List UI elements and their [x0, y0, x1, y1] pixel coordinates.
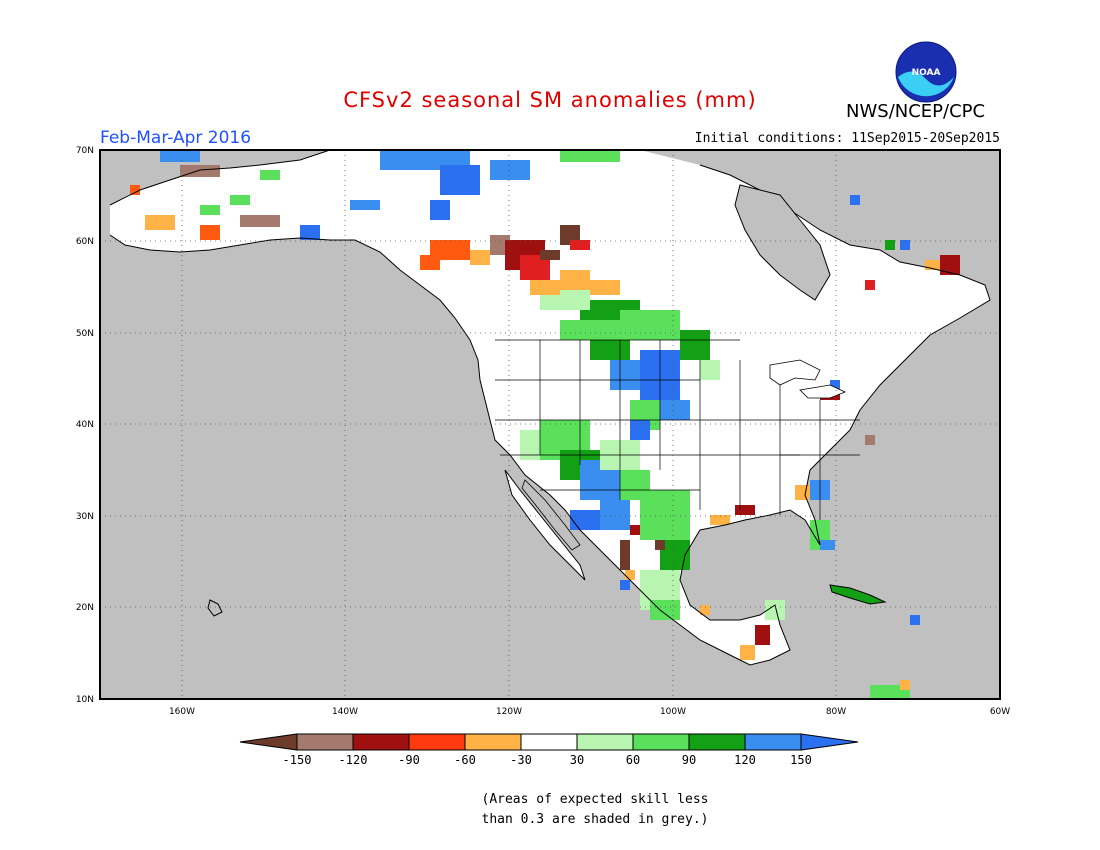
gulf-of-california: [521, 479, 581, 551]
colorbar-swatch: [744, 733, 802, 751]
anomaly-patches: [130, 150, 960, 699]
colorbar-swatch: [632, 733, 690, 751]
lat-label: 30N: [76, 512, 94, 522]
skill-note-line2: than 0.3 are shaded in grey.): [481, 812, 709, 827]
colorbar-label: 120: [734, 753, 756, 767]
map-frame: [99, 149, 1001, 700]
lat-label: 60N: [76, 237, 94, 247]
colorbar-label: 90: [682, 753, 696, 767]
state-borders: [495, 339, 860, 520]
greenland-edge: [930, 150, 1000, 200]
colorbar-label: 60: [626, 753, 640, 767]
lat-label: 70N: [76, 146, 94, 156]
colorbar-swatch: [576, 733, 634, 751]
lon-labels: 160W 140W 120W 100W 80W 60W: [169, 707, 1010, 717]
colorbar-swatch: [296, 733, 354, 751]
colorbar-label: -150: [283, 753, 312, 767]
great-lakes: [769, 359, 847, 399]
lon-label: 60W: [990, 707, 1010, 717]
lat-label: 40N: [76, 420, 94, 430]
lon-label: 80W: [826, 707, 846, 717]
skill-note-line1: (Areas of expected skill less: [481, 792, 709, 807]
colorbar-label: -120: [339, 753, 368, 767]
colorbar-swatch: [239, 733, 298, 751]
colorbar-label: 30: [570, 753, 584, 767]
hudson-bay: [734, 184, 831, 301]
colorbar-swatch: [352, 733, 410, 751]
cuba-island: [830, 585, 885, 604]
colorbar-label: 150: [790, 753, 812, 767]
skill-note: (Areas of expected skill less than 0.3 a…: [450, 790, 740, 830]
colorbar-label: -30: [510, 753, 532, 767]
graticule: [100, 150, 1000, 699]
lat-label: 10N: [76, 695, 94, 705]
forecast-period: Feb-Mar-Apr 2016: [100, 128, 252, 148]
initial-conditions: Initial conditions: 11Sep2015-20Sep2015: [694, 131, 1000, 146]
colorbar-swatch: [800, 733, 859, 751]
colorbar-labels: -150 -120 -90 -60 -30 30 60 90 120 150: [283, 753, 812, 767]
map-title: CFSv2 seasonal SM anomalies (mm): [343, 88, 757, 112]
lat-label: 50N: [76, 329, 94, 339]
colorbar-swatch: [464, 733, 522, 751]
colorbar-label: -90: [398, 753, 420, 767]
north-america-land: [110, 150, 990, 665]
lat-labels: 70N 60N 50N 40N 30N 20N 10N: [76, 146, 94, 705]
coastline: [109, 150, 991, 666]
lon-label: 140W: [332, 707, 358, 717]
lon-label: 100W: [660, 707, 686, 717]
colorbar-swatch: [408, 733, 466, 751]
baja-california: [505, 470, 585, 580]
colorbar: [239, 733, 859, 751]
noaa-logo: NOAA: [895, 41, 957, 103]
lon-label: 160W: [169, 707, 195, 717]
noaa-logo-text: NOAA: [912, 68, 941, 78]
lat-label: 20N: [76, 603, 94, 613]
colorbar-swatch: [520, 733, 578, 751]
agency-label: NWS/NCEP/CPC: [846, 101, 986, 122]
colorbar-label: -60: [454, 753, 476, 767]
colorbar-swatch: [688, 733, 746, 751]
lon-label: 120W: [496, 707, 522, 717]
